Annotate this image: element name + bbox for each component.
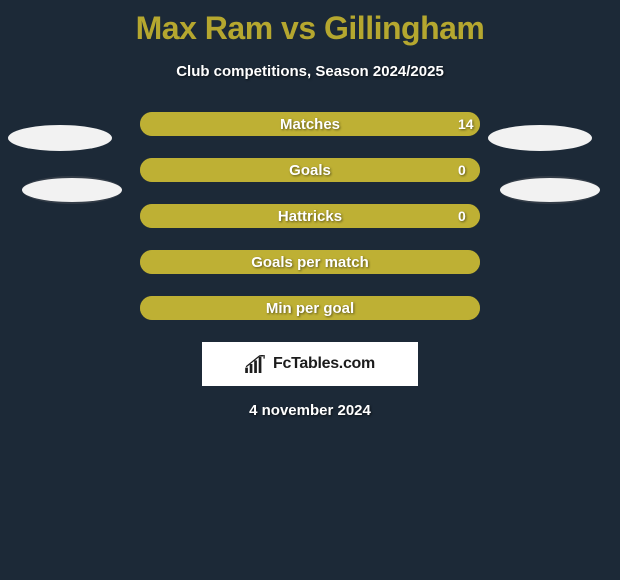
bar-value: 0 [458, 204, 466, 228]
decorative-ellipse [488, 125, 592, 151]
decorative-ellipse [8, 125, 112, 151]
bar-label: Goals per match [140, 250, 480, 274]
badge-label: FcTables.com [273, 355, 375, 373]
bar-label: Hattricks [140, 204, 480, 228]
bar-value: 14 [458, 112, 474, 136]
stat-row: Goals per match [0, 250, 620, 274]
bar-label: Goals [140, 158, 480, 182]
decorative-ellipse [500, 178, 600, 202]
page-title: Max Ram vs Gillingham [0, 0, 620, 47]
stat-row: Min per goal [0, 296, 620, 320]
decorative-ellipse [22, 178, 122, 202]
bar-label: Matches [140, 112, 480, 136]
footer-date: 4 november 2024 [0, 402, 620, 419]
subtitle: Club competitions, Season 2024/2025 [0, 63, 620, 80]
bars-icon [245, 355, 267, 373]
source-badge: FcTables.com [202, 342, 418, 386]
bar-label: Min per goal [140, 296, 480, 320]
stat-row: Hattricks0 [0, 204, 620, 228]
bar-value: 0 [458, 158, 466, 182]
